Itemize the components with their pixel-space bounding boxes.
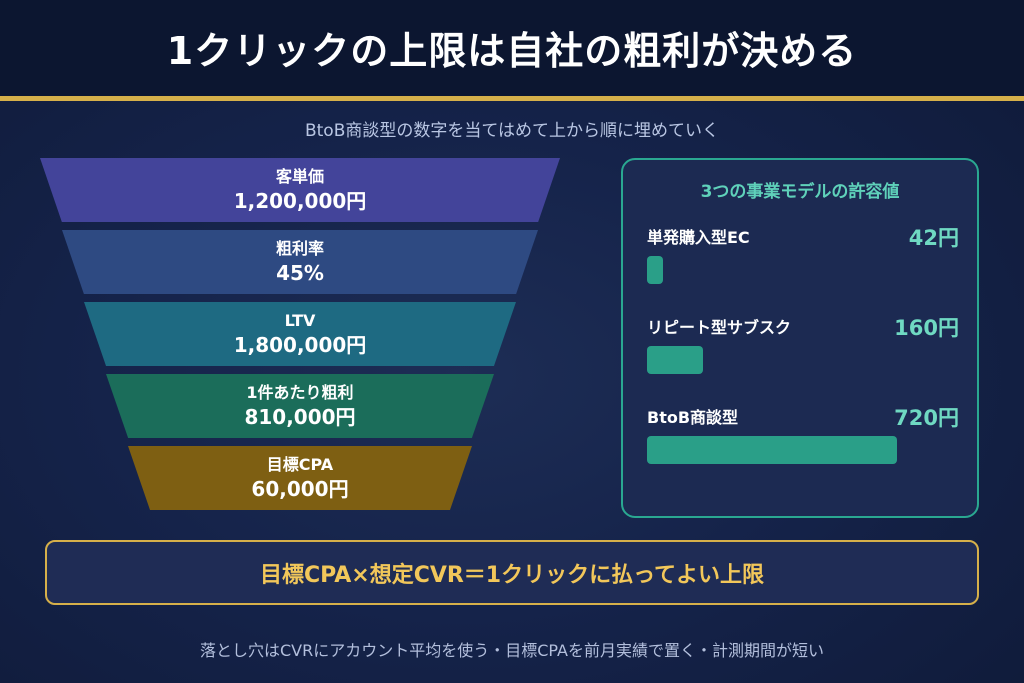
funnel-step-value: 60,000円 xyxy=(251,477,349,501)
panel-title: 3つの事業モデルの許容値 xyxy=(700,182,900,202)
funnel-step-label: 客単価 xyxy=(275,167,324,186)
model-amount: 42円 xyxy=(908,226,959,250)
funnel-step-target-cpa: 目標CPA 60,000円 xyxy=(128,446,472,510)
funnel-step-profit-per-deal: 1件あたり粗利 810,000円 xyxy=(106,374,494,438)
divider xyxy=(0,96,1024,101)
funnel-step-value: 1,800,000円 xyxy=(233,333,367,357)
funnel-step-value: 810,000円 xyxy=(244,405,356,429)
funnel-step-unit-price: 客単価 1,200,000円 xyxy=(40,158,560,222)
subtitle: BtoB商談型の数字を当てはめて上から順に埋めていく xyxy=(304,121,720,141)
formula-banner: 目標CPA×想定CVR＝1クリックに払ってよい上限 xyxy=(45,540,979,605)
model-amount: 160円 xyxy=(894,316,959,340)
funnel-step-value: 1,200,000円 xyxy=(233,189,367,213)
funnel-step-label: 1件あたり粗利 xyxy=(246,383,354,402)
funnel-step-label: 粗利率 xyxy=(275,239,324,258)
model-bar xyxy=(647,436,897,464)
funnel-step-label: LTV xyxy=(284,311,316,330)
model-amount: 720円 xyxy=(894,406,959,430)
model-btob: BtoB商談型 720円 xyxy=(647,404,959,474)
header: 1クリックの上限は自社の粗利が決める xyxy=(0,0,1024,96)
model-ec: 単発購入型EC 42円 xyxy=(647,224,959,294)
funnel-step-ltv: LTV 1,800,000円 xyxy=(84,302,516,366)
model-name: リピート型サブスク xyxy=(647,318,792,337)
model-bar xyxy=(647,256,663,284)
page-title: 1クリックの上限は自社の粗利が決める xyxy=(166,29,858,73)
model-subscription: リピート型サブスク 160円 xyxy=(647,314,959,384)
funnel-step-gross-margin-rate: 粗利率 45% xyxy=(62,230,538,294)
footer-note: 落とし穴はCVRにアカウント平均を使う・目標CPAを前月実績で置く・計測期間が短… xyxy=(200,641,824,660)
funnel-step-label: 目標CPA xyxy=(266,455,334,474)
funnel-step-value: 45% xyxy=(276,261,324,285)
model-name: 単発購入型EC xyxy=(647,228,750,247)
business-model-panel: 3つの事業モデルの許容値 単発購入型EC 42円 リピート型サブスク 160円 … xyxy=(621,158,979,518)
model-name: BtoB商談型 xyxy=(647,408,739,427)
model-bar xyxy=(647,346,703,374)
